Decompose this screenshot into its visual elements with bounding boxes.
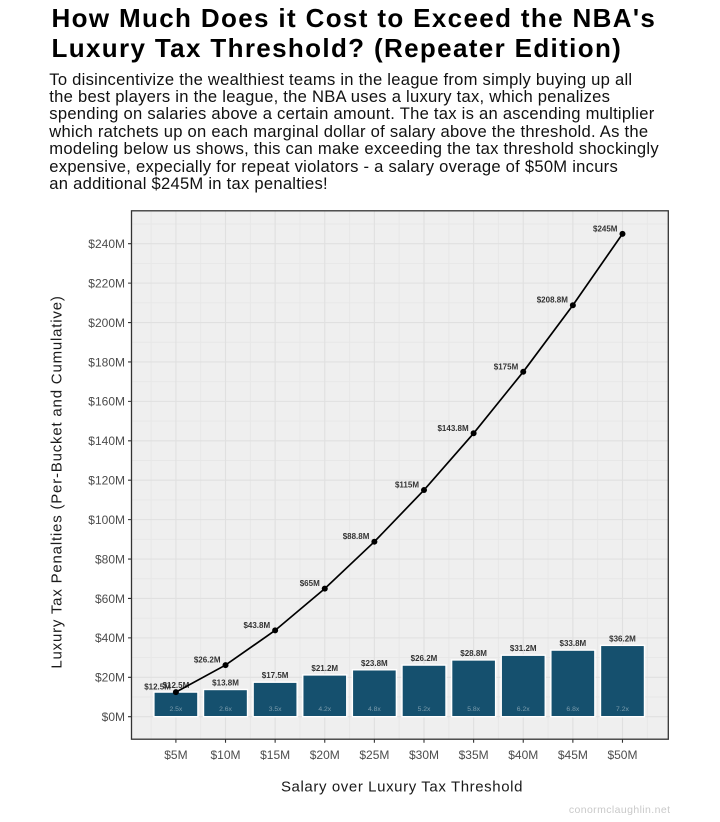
- svg-text:$208.8M: $208.8M: [537, 296, 568, 305]
- svg-text:$115M: $115M: [395, 481, 419, 490]
- svg-text:$5M: $5M: [164, 748, 187, 762]
- svg-text:$80M: $80M: [95, 552, 125, 566]
- svg-text:$50M: $50M: [607, 748, 637, 762]
- svg-text:$180M: $180M: [88, 355, 125, 369]
- svg-text:$21.2M: $21.2M: [311, 664, 338, 673]
- svg-text:2.5x: 2.5x: [169, 706, 182, 713]
- svg-text:6.2x: 6.2x: [517, 706, 530, 713]
- svg-text:$40M: $40M: [95, 631, 125, 645]
- svg-text:$12.5M: $12.5M: [163, 681, 190, 690]
- svg-text:$220M: $220M: [88, 276, 125, 290]
- svg-text:$20M: $20M: [95, 671, 125, 685]
- svg-text:$245M: $245M: [593, 224, 618, 233]
- svg-text:$143.8M: $143.8M: [437, 424, 468, 433]
- svg-text:$35M: $35M: [459, 748, 489, 762]
- svg-text:Luxury Tax Penalties (Per-Buck: Luxury Tax Penalties (Per-Bucket and Cum…: [49, 295, 66, 668]
- svg-text:Salary over Luxury Tax Thresho: Salary over Luxury Tax Threshold: [281, 778, 523, 795]
- svg-text:$40M: $40M: [508, 748, 538, 762]
- svg-text:$60M: $60M: [95, 592, 125, 606]
- svg-text:$30M: $30M: [409, 748, 439, 762]
- svg-text:4.2x: 4.2x: [318, 706, 331, 713]
- svg-text:$45M: $45M: [558, 748, 588, 762]
- svg-text:$10M: $10M: [211, 748, 241, 762]
- svg-text:$13.8M: $13.8M: [212, 679, 239, 688]
- svg-text:7.2x: 7.2x: [616, 706, 629, 713]
- svg-text:$240M: $240M: [88, 237, 125, 251]
- svg-text:$25M: $25M: [359, 748, 389, 762]
- svg-text:5.2x: 5.2x: [418, 706, 431, 713]
- svg-text:$43.8M: $43.8M: [243, 621, 270, 630]
- svg-text:$100M: $100M: [88, 513, 125, 527]
- svg-text:$28.8M: $28.8M: [460, 649, 487, 658]
- svg-text:$175M: $175M: [494, 362, 519, 371]
- svg-text:5.8x: 5.8x: [467, 706, 480, 713]
- svg-text:conormclaughlin.net: conormclaughlin.net: [569, 804, 671, 816]
- svg-text:$26.2M: $26.2M: [194, 656, 221, 665]
- svg-text:6.8x: 6.8x: [566, 706, 579, 713]
- svg-text:$140M: $140M: [88, 434, 125, 448]
- svg-text:2.6x: 2.6x: [219, 706, 232, 713]
- svg-text:$36.2M: $36.2M: [609, 634, 636, 643]
- svg-text:$200M: $200M: [88, 316, 125, 330]
- svg-text:$12.5M: $12.5M: [144, 683, 171, 692]
- svg-text:$31.2M: $31.2M: [510, 644, 537, 653]
- svg-text:$15M: $15M: [260, 748, 290, 762]
- svg-text:$17.5M: $17.5M: [262, 671, 289, 680]
- svg-text:$88.8M: $88.8M: [343, 532, 370, 541]
- svg-text:3.5x: 3.5x: [269, 706, 282, 713]
- svg-text:$0M: $0M: [102, 710, 125, 724]
- svg-text:$65M: $65M: [300, 579, 320, 588]
- svg-text:4.8x: 4.8x: [368, 706, 381, 713]
- svg-text:$20M: $20M: [310, 748, 340, 762]
- svg-text:$26.2M: $26.2M: [411, 654, 438, 663]
- svg-text:$33.8M: $33.8M: [560, 639, 587, 648]
- svg-text:$120M: $120M: [88, 474, 125, 488]
- svg-text:$160M: $160M: [88, 395, 125, 409]
- svg-text:$23.8M: $23.8M: [361, 659, 388, 668]
